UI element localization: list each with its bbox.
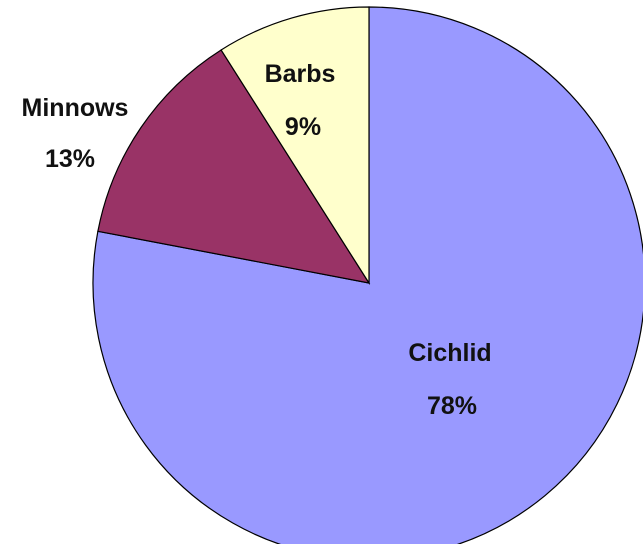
slice-label-minnows-name: Minnows (22, 94, 129, 122)
pie-slice-minnows (97, 49, 371, 284)
pie-slice-barbs (220, 6, 370, 286)
pie-slice-cichlid (92, 6, 643, 544)
slice-label-minnows-percent: 13% (45, 145, 95, 173)
slice-label-barbs-percent: 9% (285, 113, 321, 141)
slice-label-cichlid-name: Cichlid (408, 339, 491, 367)
pie-labels: Cichlid 78% Minnows 13% Barbs 9% (22, 60, 492, 420)
slice-label-cichlid-percent: 78% (427, 392, 477, 420)
pie-slices (92, 6, 643, 544)
slice-label-barbs-name: Barbs (265, 60, 336, 88)
